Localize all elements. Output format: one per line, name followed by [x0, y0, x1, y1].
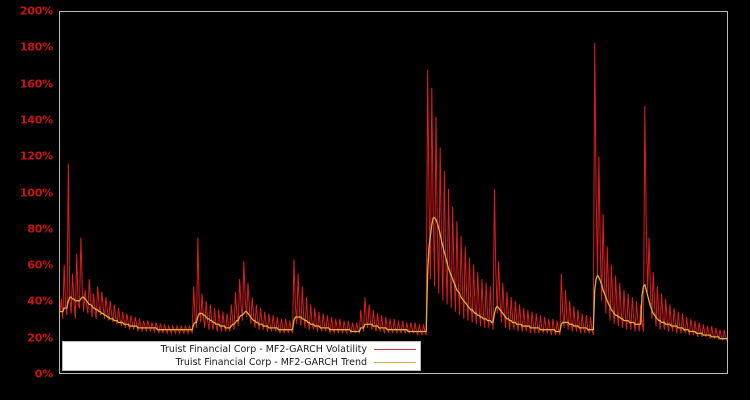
- y-axis-tick-160: 160%: [19, 77, 53, 91]
- y-axis-tick-180: 180%: [19, 40, 53, 54]
- y-axis-tick-40: 40%: [27, 294, 53, 308]
- y-axis-tick-0: 0%: [34, 367, 53, 381]
- trend-series-line: [60, 217, 727, 340]
- y-axis-tick-60: 60%: [27, 258, 53, 272]
- y-axis-tick-100: 100%: [19, 186, 53, 199]
- y-axis-tick-120: 120%: [19, 149, 53, 163]
- legend-swatch-trend: [374, 362, 416, 363]
- y-axis-tick-140: 140%: [19, 113, 53, 127]
- volatility-series-line: [60, 42, 727, 341]
- y-axis-tick-labels: 0% 20% 40% 60% 80% 100% 120% 140% 160% 180% 200%: [0, 0, 53, 400]
- legend-item-trend[interactable]: Truist Financial Corp - MF2-GARCH Trend: [63, 356, 420, 369]
- y-axis-tick-20: 20%: [27, 331, 53, 345]
- y-axis-tick-80: 80%: [27, 222, 53, 236]
- legend-label-volatility: Truist Financial Corp - MF2-GARCH Volati…: [160, 344, 367, 355]
- plot-area: [59, 11, 728, 374]
- legend-swatch-volatility: [374, 349, 416, 350]
- legend-item-volatility[interactable]: Truist Financial Corp - MF2-GARCH Volati…: [63, 343, 420, 356]
- chart-legend: Truist Financial Corp - MF2-GARCH Volati…: [62, 341, 421, 371]
- y-axis-tick-200: 200%: [19, 4, 53, 18]
- legend-label-trend: Truist Financial Corp - MF2-GARCH Trend: [175, 357, 367, 368]
- series-canvas: [60, 42, 727, 341]
